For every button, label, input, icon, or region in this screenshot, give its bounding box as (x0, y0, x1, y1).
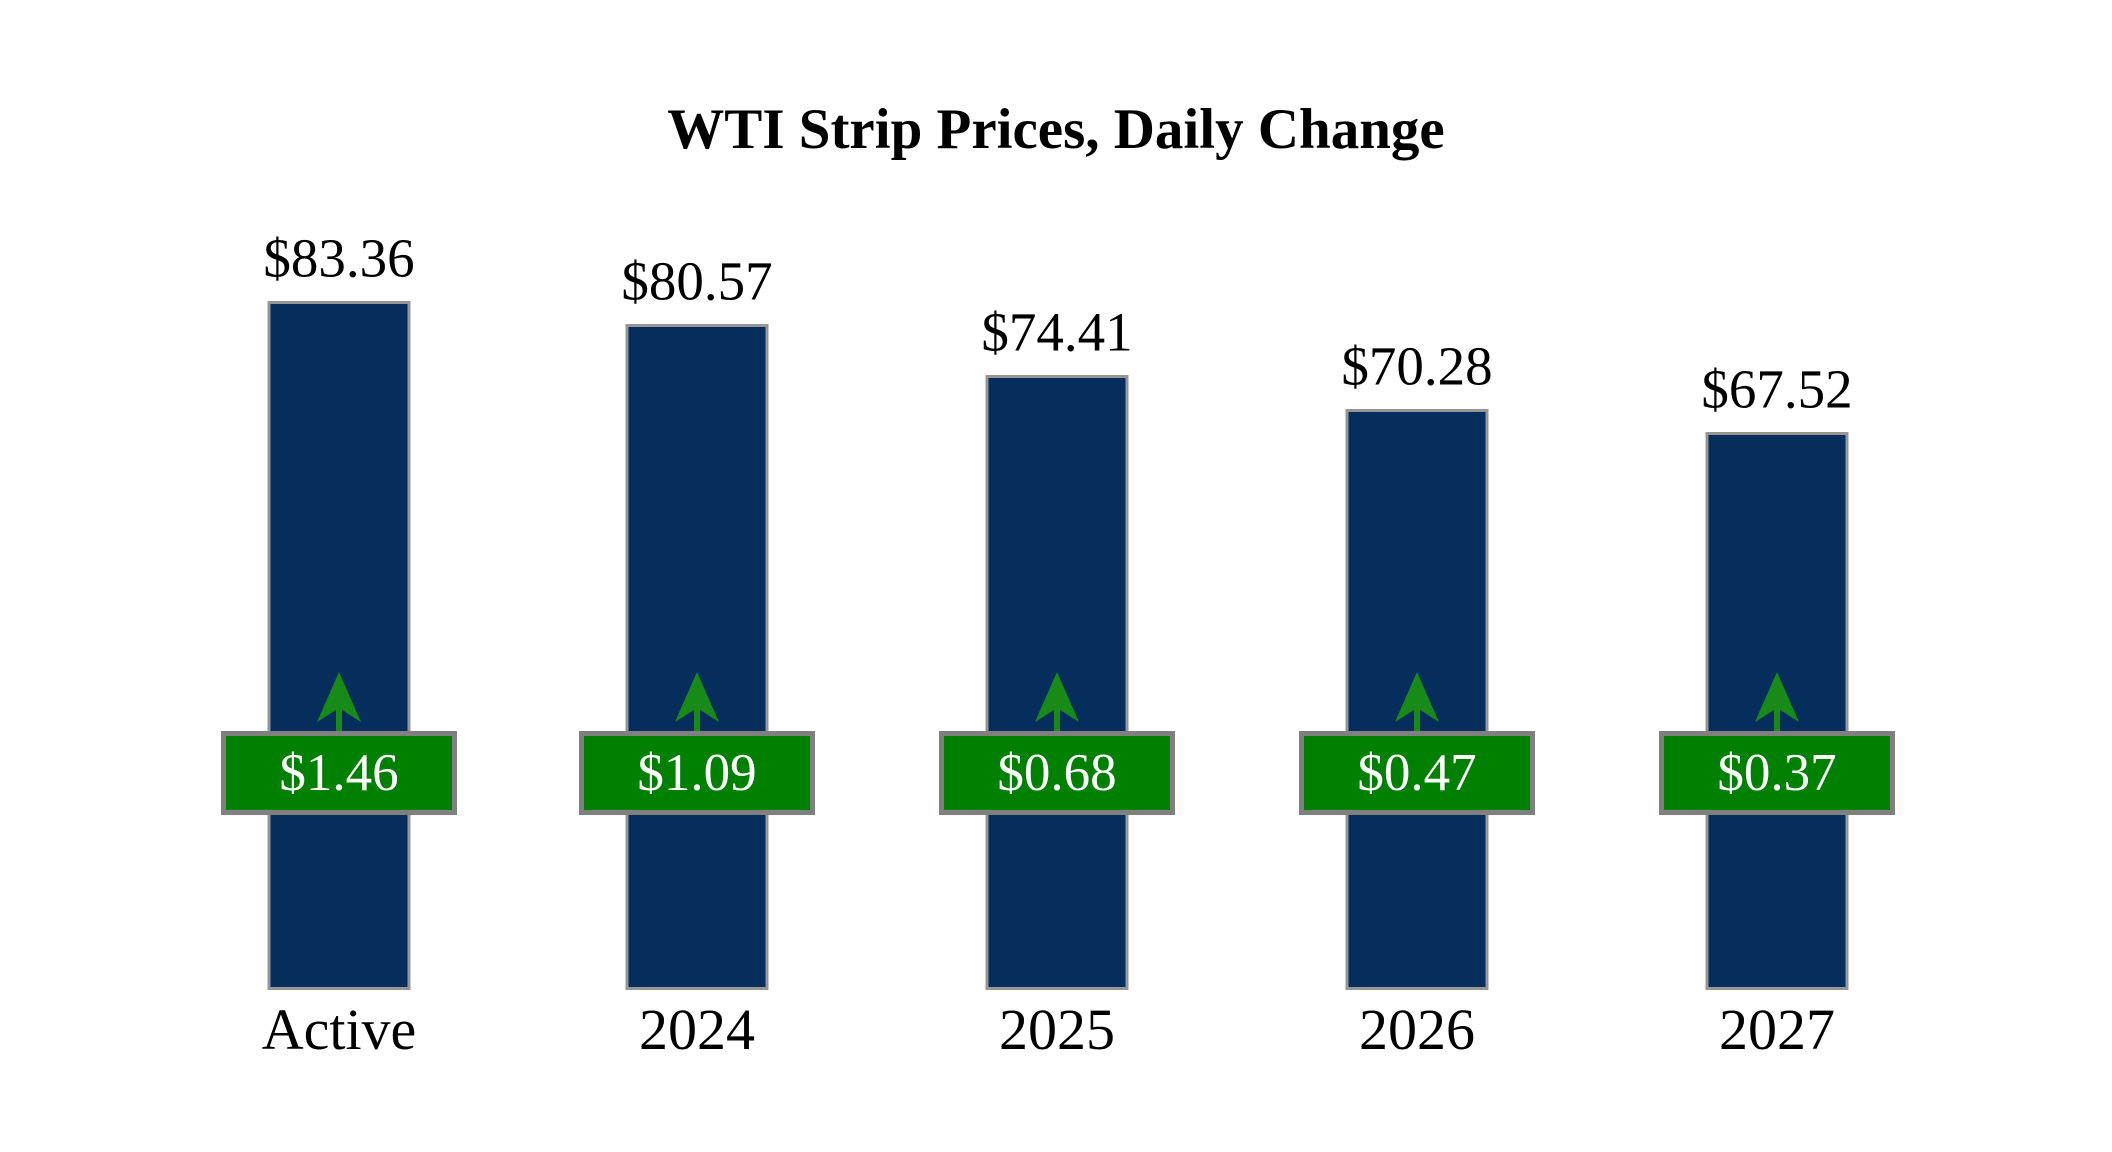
up-arrow-icon (1755, 672, 1799, 734)
category-label: Active (261, 997, 417, 1062)
chart-column: $83.36 $1.46 Active (159, 0, 519, 1152)
up-arrow-icon (675, 672, 719, 734)
price-label: $74.41 (981, 301, 1133, 363)
category-label: 2027 (1719, 997, 1835, 1062)
category-label: 2026 (1359, 997, 1475, 1062)
chart-column: $80.57 $1.09 2024 (517, 0, 877, 1152)
daily-change-badge: $1.09 (579, 731, 815, 815)
price-bar (625, 324, 769, 990)
daily-change-value: $0.47 (1357, 743, 1477, 802)
price-label: $67.52 (1701, 358, 1853, 420)
chart-column: $67.52 $0.37 2027 (1597, 0, 1957, 1152)
daily-change-value: $0.68 (997, 743, 1117, 802)
daily-change-badge: $0.47 (1299, 731, 1535, 815)
daily-change-badge: $1.46 (221, 731, 457, 815)
daily-change-badge: $0.37 (1659, 731, 1895, 815)
category-label: 2025 (999, 997, 1115, 1062)
chart-column: $74.41 $0.68 2025 (877, 0, 1237, 1152)
daily-change-badge: $0.68 (939, 731, 1175, 815)
price-label: $80.57 (621, 250, 773, 312)
price-bar (267, 301, 411, 990)
daily-change-value: $1.46 (279, 743, 399, 802)
chart-title: WTI Strip Prices, Daily Change (667, 98, 1445, 161)
chart-column: $70.28 $0.47 2026 (1237, 0, 1597, 1152)
category-label: 2024 (639, 997, 755, 1062)
daily-change-value: $0.37 (1717, 743, 1837, 802)
daily-change-value: $1.09 (637, 743, 757, 802)
up-arrow-icon (317, 672, 361, 734)
up-arrow-icon (1035, 672, 1079, 734)
price-label: $70.28 (1341, 335, 1493, 397)
price-label: $83.36 (263, 227, 415, 289)
up-arrow-icon (1395, 672, 1439, 734)
